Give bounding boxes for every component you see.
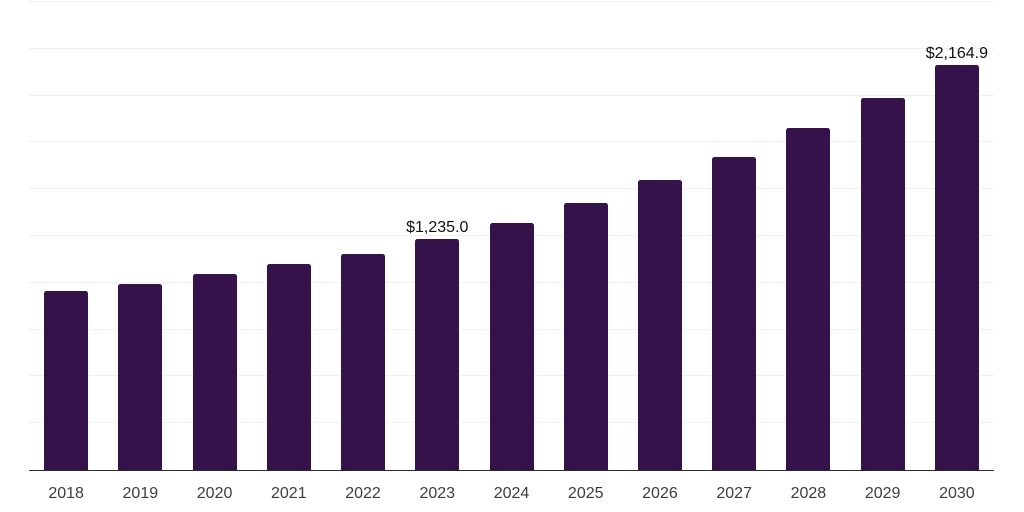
bar-2030 [934,64,979,470]
value-label-2030: $2,164.9 [925,44,989,62]
bar-2022 [341,253,386,470]
x-tick-2024: 2024 [493,485,530,502]
gridline [29,94,994,96]
gridline [29,188,994,190]
x-tick-2030: 2030 [939,485,975,502]
bar-2025 [563,203,608,470]
bar-2028 [786,128,831,470]
bar-2026 [637,179,682,470]
x-tick-2025: 2025 [567,485,604,502]
gridline [29,1,994,2]
gridline [29,47,994,49]
x-tick-2028: 2028 [790,485,827,502]
bar-2021 [266,264,311,470]
x-tick-2026: 2026 [642,485,678,502]
value-label-2023: $1,235.0 [406,218,469,236]
bar-2024 [489,222,534,470]
x-tick-2018: 2018 [48,485,84,502]
x-tick-2022: 2022 [345,485,381,502]
bar-2019 [118,284,163,470]
bar-2018 [44,290,89,470]
plot-area: 2018 2019 2020 2021 2022 $1,235.0 2023 2024 2025… [29,1,994,502]
gridline [29,141,994,143]
bar-2029 [860,98,905,470]
x-tick-2029: 2029 [864,485,901,502]
bar-2027 [712,157,757,470]
x-axis-line [29,469,994,471]
x-tick-2020: 2020 [196,485,233,502]
x-tick-2021: 2021 [271,485,307,502]
bar-2020 [192,274,237,470]
x-tick-2023: 2023 [419,485,456,502]
x-tick-2027: 2027 [716,485,752,502]
x-tick-2019: 2019 [122,485,159,502]
bar-2023 [415,238,460,470]
